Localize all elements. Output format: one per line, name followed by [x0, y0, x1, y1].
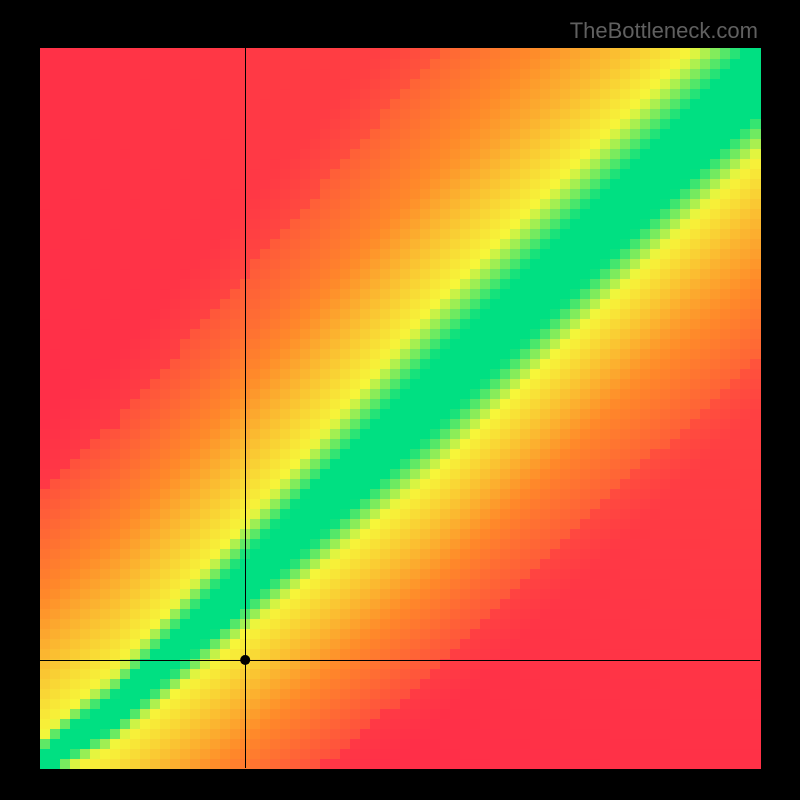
bottleneck-heatmap: [0, 0, 800, 800]
chart-container: TheBottleneck.com: [0, 0, 800, 800]
watermark-text: TheBottleneck.com: [570, 18, 758, 44]
